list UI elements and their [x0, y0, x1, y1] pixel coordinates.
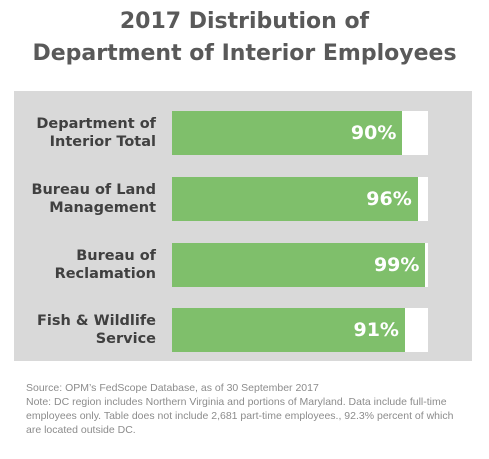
chart-title-line-1: 2017 Distribution of: [119, 9, 370, 34]
chart-title-line-2: Department of Interior Employees: [32, 41, 457, 66]
data-note: Note: DC region includes Northern Virgin…: [26, 396, 454, 436]
category-label-line: Bureau of Land: [31, 182, 156, 198]
category-label: Bureau of Reclamation: [14, 243, 156, 287]
bar: 96%: [172, 177, 418, 221]
category-label: Bureau of Land Management: [14, 177, 156, 221]
category-label: Fish & Wildlife Service: [14, 308, 156, 352]
category-label-line: Management: [49, 200, 156, 216]
bar-row: Department of Interior Total 90%: [14, 111, 472, 155]
chart-plot-area: Department of Interior Total 90% Bureau of …: [14, 91, 472, 361]
category-label-line: Service: [95, 331, 156, 347]
category-label-line: Reclamation: [54, 266, 156, 282]
data-label: 99%: [373, 254, 420, 276]
bar-row: Bureau of Reclamation 99%: [14, 243, 472, 287]
bar: 91%: [172, 308, 405, 352]
data-label: 96%: [366, 188, 412, 210]
category-label-line: Bureau of: [76, 248, 156, 264]
category-label: Department of Interior Total: [14, 111, 156, 155]
bar-row: Fish & Wildlife Service 91%: [14, 308, 472, 352]
source-note: Source: OPM’s FedScope Database, as of 3…: [26, 382, 319, 394]
bar-row: Bureau of Land Management 96%: [14, 177, 472, 221]
bar-track: 90%: [172, 111, 428, 155]
category-label-line: Fish & Wildlife: [37, 313, 156, 329]
bar-track: 96%: [172, 177, 428, 221]
bar-track: 99%: [172, 243, 428, 287]
category-label-line: Department of: [36, 116, 156, 132]
chart-title: 2017 Distribution of Department of Inter…: [0, 6, 489, 70]
bar-track: 91%: [172, 308, 428, 352]
chart-notes: Source: OPM’s FedScope Database, as of 3…: [26, 381, 466, 437]
data-label: 90%: [350, 122, 397, 144]
category-label-line: Interior Total: [49, 134, 156, 150]
data-label: 91%: [353, 319, 399, 341]
bar: 99%: [172, 243, 426, 287]
bar: 90%: [172, 111, 403, 155]
